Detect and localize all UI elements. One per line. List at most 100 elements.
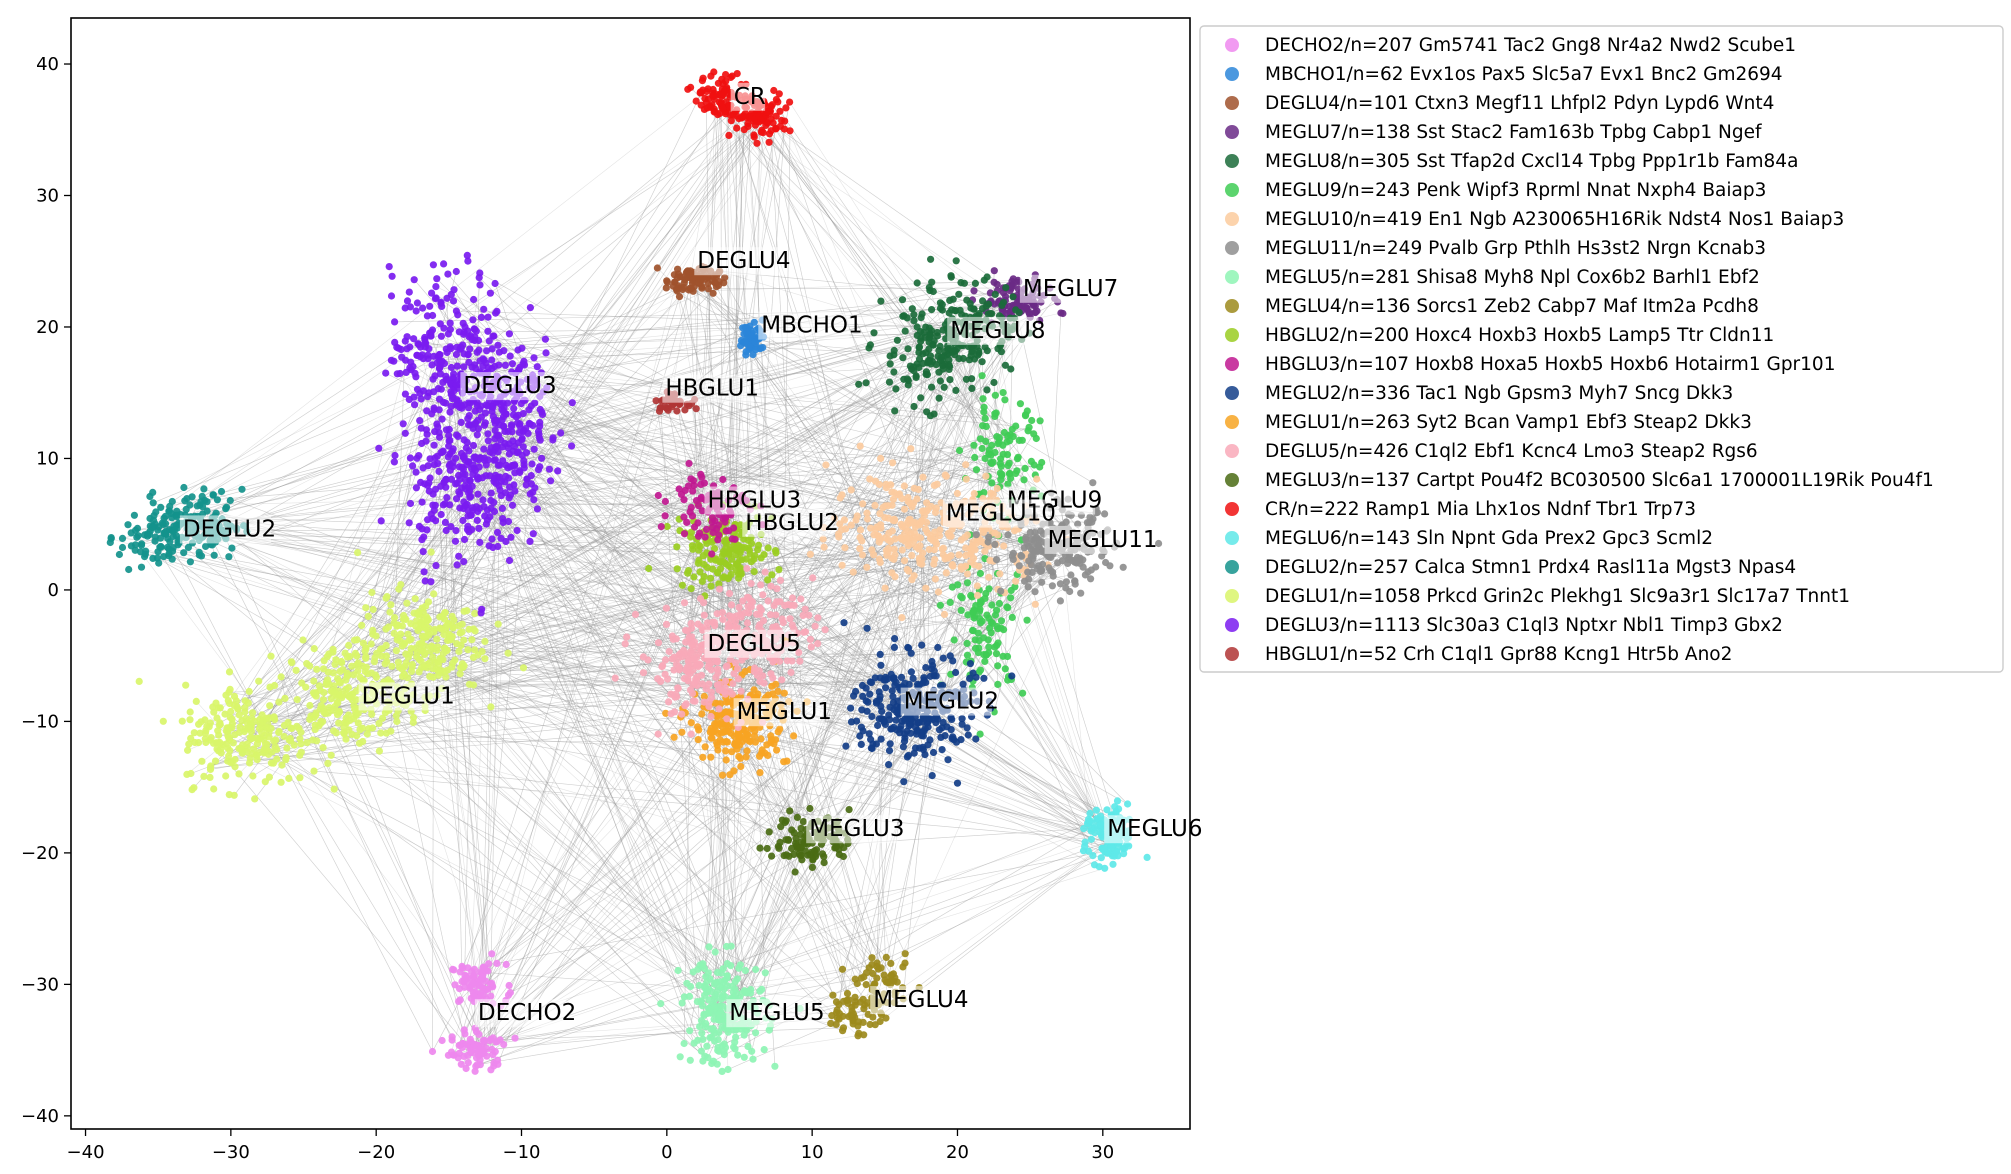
point-decho2 — [449, 1051, 457, 1059]
point-meglu5 — [752, 965, 760, 974]
point-meglu5 — [709, 1057, 718, 1065]
point-decho2 — [463, 972, 471, 980]
point-meglu10 — [931, 508, 940, 516]
point-meglu9 — [994, 662, 1002, 670]
point-meglu2 — [881, 676, 890, 684]
point-meglu4 — [901, 950, 909, 958]
point-meglu1 — [694, 723, 702, 731]
point-hbglu2 — [673, 565, 681, 573]
graph-edge — [244, 670, 297, 713]
point-meglu8 — [923, 371, 932, 379]
point-decho2 — [428, 1047, 437, 1056]
point-meglu9 — [988, 479, 996, 487]
graph-edge — [523, 464, 1128, 805]
point-meglu2 — [966, 674, 974, 683]
point-meglu1 — [687, 719, 695, 727]
graph-edge — [388, 679, 895, 686]
point-meglu9 — [999, 389, 1007, 397]
graph-edge — [881, 833, 1120, 1015]
point-meglu2 — [842, 742, 850, 750]
point-meglu8 — [980, 276, 988, 284]
point-hbglu3 — [725, 527, 733, 535]
graph-edge — [207, 510, 902, 709]
graph-edge — [952, 349, 983, 449]
graph-edge — [842, 603, 981, 970]
point-meglu2 — [941, 732, 949, 740]
graph-edge — [418, 560, 994, 615]
graph-edge — [727, 322, 992, 987]
point-decho2 — [487, 992, 495, 1000]
graph-edge — [198, 404, 415, 526]
graph-edge — [416, 333, 753, 356]
point-meglu5 — [723, 942, 731, 951]
point-meglu10 — [847, 521, 855, 529]
point-deglu4 — [709, 289, 717, 297]
graph-edge — [494, 450, 744, 540]
graph-edge — [380, 648, 773, 1020]
graph-edge — [698, 505, 801, 856]
point-meglu8 — [922, 349, 930, 357]
point-meglu8 — [915, 343, 924, 351]
point-meglu10 — [884, 514, 893, 522]
point-hbglu2 — [707, 582, 715, 590]
point-meglu2 — [882, 684, 890, 692]
point-meglu2 — [885, 747, 894, 755]
point-meglu10 — [895, 490, 904, 498]
point-meglu10 — [874, 532, 882, 540]
point-meglu9 — [963, 639, 971, 648]
graph-edge — [343, 732, 712, 1007]
point-meglu1 — [776, 725, 784, 733]
point-meglu9 — [970, 441, 978, 449]
graph-edge — [525, 317, 971, 429]
point-meglu4 — [881, 976, 889, 984]
point-meglu8 — [937, 353, 946, 361]
point-meglu8 — [991, 290, 999, 298]
graph-edge — [749, 346, 945, 357]
point-meglu11 — [1015, 562, 1023, 570]
point-deglu4 — [672, 285, 681, 293]
point-meglu8 — [946, 376, 954, 384]
graph-edge — [911, 579, 920, 686]
point-meglu9 — [967, 591, 975, 600]
point-meglu8 — [1002, 284, 1010, 292]
point-meglu5 — [760, 1046, 768, 1054]
point-hbglu2 — [688, 542, 697, 550]
graph-edge — [484, 1027, 844, 1041]
point-meglu10 — [908, 503, 916, 511]
graph-edge — [840, 497, 1033, 560]
graph-edge — [433, 445, 873, 958]
point-meglu9 — [976, 569, 985, 578]
point-meglu8 — [935, 346, 943, 354]
graph-edge — [316, 740, 756, 743]
point-meglu10 — [849, 568, 857, 576]
graph-edge — [234, 297, 1017, 706]
point-meglu4 — [859, 1018, 867, 1026]
point-meglu9 — [1008, 613, 1016, 622]
graph-edge — [991, 556, 1032, 606]
point-meglu11 — [1064, 556, 1072, 564]
graph-edge — [480, 527, 713, 1054]
point-hbglu3 — [661, 512, 669, 520]
point-meglu9 — [992, 650, 1001, 658]
point-meglu5 — [709, 1025, 717, 1033]
point-hbglu2 — [741, 544, 749, 552]
point-meglu9 — [991, 391, 1000, 399]
point-meglu8 — [940, 383, 948, 391]
point-meglu4 — [887, 959, 895, 968]
point-meglu9 — [1019, 689, 1027, 697]
point-meglu9 — [991, 643, 999, 651]
point-meglu10 — [986, 556, 994, 565]
graph-edge — [531, 405, 925, 517]
point-meglu4 — [843, 989, 852, 998]
graph-edge — [705, 841, 1110, 989]
point-meglu2 — [921, 751, 929, 759]
point-meglu10 — [982, 472, 990, 480]
point-decho2 — [458, 962, 466, 971]
point-mbcho1 — [752, 346, 760, 354]
point-meglu10 — [943, 553, 951, 562]
point-meglu2 — [901, 715, 909, 723]
point-meglu8 — [952, 257, 960, 265]
point-meglu5 — [714, 1016, 722, 1024]
point-decho2 — [455, 1041, 463, 1049]
graph-edge — [230, 504, 444, 718]
